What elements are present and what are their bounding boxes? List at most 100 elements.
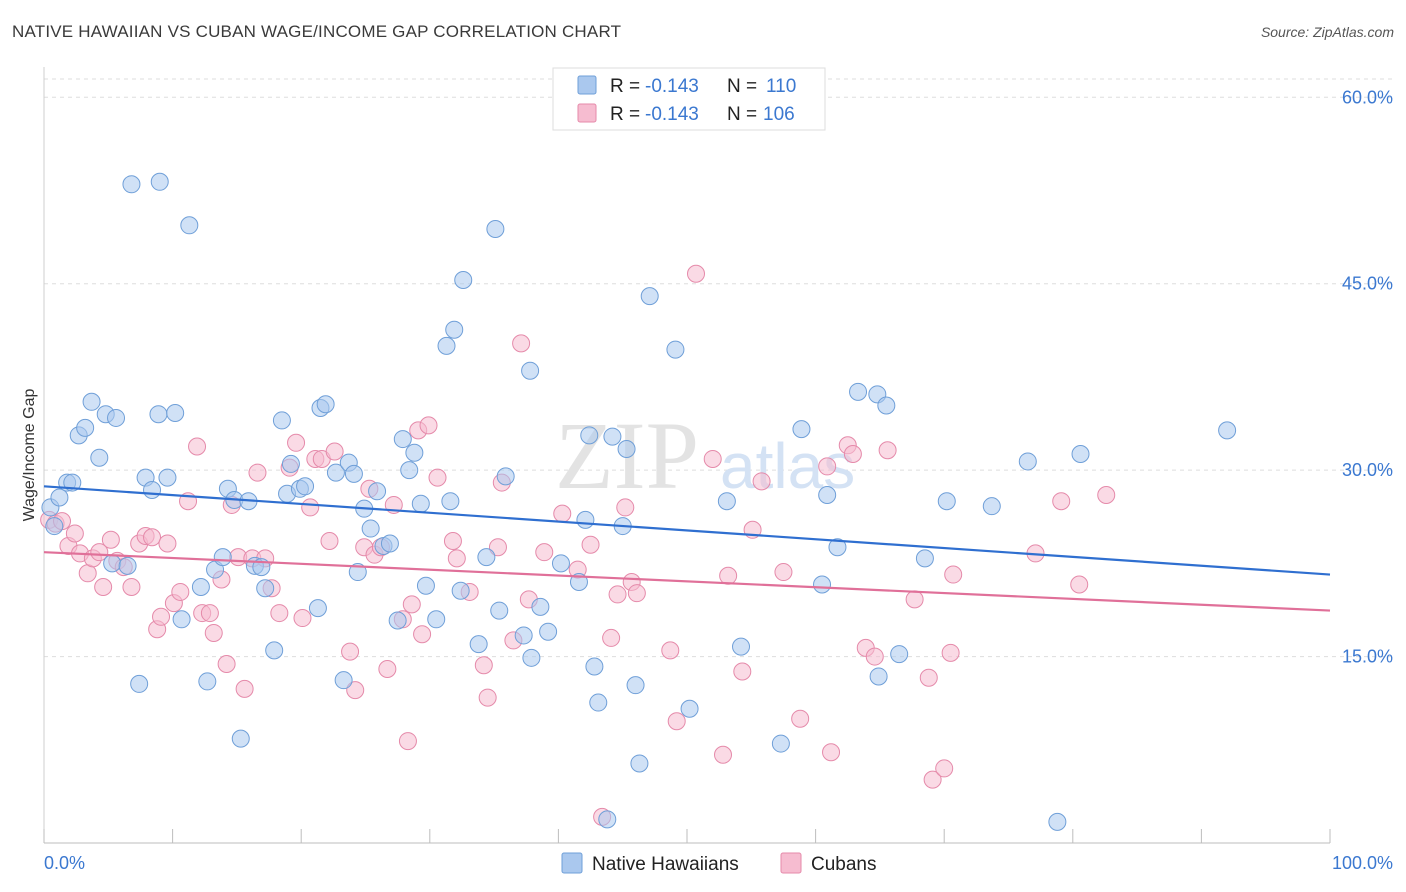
- native-hawaiian-point: [576, 510, 595, 529]
- legend-r-label-1: R =: [610, 76, 640, 97]
- native-hawaiian-point: [316, 395, 335, 414]
- native-hawaiian-point: [361, 519, 380, 538]
- native-hawaiian-point: [1071, 444, 1090, 463]
- cuban-point: [941, 643, 960, 662]
- legend-bottom-swatch-pink: [780, 852, 802, 874]
- native-hawaiian-point: [915, 549, 934, 568]
- legend-bottom: Native Hawaiians Cubans: [561, 852, 877, 875]
- cuban-point: [919, 668, 938, 687]
- cuban-point: [478, 688, 497, 707]
- native-hawaiian-point: [477, 548, 496, 567]
- native-hawaiian-point: [717, 492, 736, 511]
- native-hawaiian-point: [400, 461, 419, 480]
- cuban-point: [101, 530, 120, 549]
- cuban-point: [122, 577, 141, 596]
- native-hawaiian-point: [1048, 812, 1067, 831]
- cuban-point: [553, 504, 572, 523]
- cuban-point: [217, 655, 236, 674]
- native-hawaiian-point: [792, 420, 811, 439]
- chart-source: Source: ZipAtlas.com: [1260, 24, 1394, 40]
- native-hawaiian-point: [1018, 452, 1037, 471]
- cuban-point: [346, 681, 365, 700]
- cuban-point: [703, 449, 722, 468]
- cuban-point: [90, 543, 109, 562]
- cuban-point: [719, 566, 738, 585]
- native-hawaiian-point: [388, 611, 407, 630]
- grid-lines: [44, 78, 1393, 658]
- cuban-point: [378, 660, 397, 678]
- cuban-point: [923, 770, 942, 789]
- native-hawaiian-point: [437, 336, 456, 355]
- native-hawaiian-point: [828, 538, 847, 557]
- chart-title: NATIVE HAWAIIAN VS CUBAN WAGE/INCOME GAP…: [12, 22, 622, 41]
- y-tick-label: 30.0%: [1342, 460, 1393, 480]
- y-tick-label: 45.0%: [1342, 274, 1393, 294]
- native-hawaiian-point: [122, 175, 141, 194]
- legend-r-label-2: R =: [610, 104, 640, 125]
- native-hawaiian-point: [103, 554, 122, 573]
- cuban-point: [200, 604, 219, 623]
- native-hawaiian-point: [890, 645, 909, 664]
- native-hawaiian-point: [589, 693, 608, 712]
- native-hawaiian-point: [680, 699, 699, 718]
- native-hawaiian-point: [427, 610, 446, 629]
- native-hawaiian-point: [640, 287, 659, 306]
- cuban-point: [402, 595, 421, 614]
- native-hawaiian-point: [296, 477, 315, 496]
- native-hawaiian-point: [877, 396, 896, 415]
- native-hawaiian-point: [256, 579, 275, 598]
- native-hawaiian-point: [149, 405, 168, 424]
- cuban-point: [752, 472, 771, 491]
- cuban-point: [608, 585, 627, 604]
- cuban-point: [865, 647, 884, 666]
- native-hawaiian-point: [172, 610, 191, 629]
- native-hawaiian-point: [348, 563, 367, 582]
- native-hawaiian-point: [486, 220, 505, 239]
- cuban-point: [822, 743, 841, 762]
- native-hawaiian-point: [281, 454, 300, 473]
- native-hawaiian-point: [344, 464, 363, 483]
- cuban-point: [204, 623, 223, 642]
- native-hawaiian-point: [630, 754, 649, 773]
- native-hawaiian-point: [732, 637, 751, 656]
- cuban-point: [320, 531, 339, 550]
- native-hawaiian-point: [416, 576, 435, 595]
- cuban-point: [714, 745, 733, 764]
- native-hawaiian-point: [265, 641, 284, 660]
- legend-top: R = -0.143 N = 110 R = -0.143 N = 106: [552, 67, 826, 131]
- native-hawaiian-point: [107, 408, 126, 427]
- native-hawaiian-point: [551, 554, 570, 573]
- native-hawaiian-point: [231, 729, 250, 748]
- native-hawaiian-point: [143, 481, 162, 500]
- native-hawaiian-point: [626, 676, 645, 695]
- native-hawaiian-point: [1218, 421, 1237, 440]
- native-hawaiian-point: [272, 411, 291, 430]
- native-hawaiian-point: [982, 497, 1001, 516]
- native-hawaiian-point: [166, 403, 185, 422]
- cuban-point: [733, 662, 752, 681]
- cuban-point: [419, 416, 438, 435]
- native-hawaiian-point: [818, 486, 837, 504]
- native-hawaiian-point: [63, 473, 82, 492]
- legend-bottom-label-cubans: Cubans: [811, 854, 877, 875]
- native-hawaiian-point: [90, 448, 109, 467]
- native-hawaiian-point: [198, 672, 217, 691]
- cuban-point: [843, 444, 862, 463]
- cuban-point: [152, 607, 171, 626]
- trend-line-cubans: [43, 551, 1331, 612]
- axes: [43, 67, 1331, 844]
- native-hawaiian-point: [191, 577, 210, 596]
- y-tick-label: 60.0%: [1342, 87, 1393, 107]
- native-hawaiian-point: [380, 534, 399, 553]
- cuban-point: [627, 584, 646, 603]
- cuban-point: [447, 549, 466, 568]
- native-hawaiian-point: [82, 392, 101, 411]
- y-axis-label: Wage/Income Gap: [21, 389, 38, 522]
- native-hawaiian-point: [514, 626, 533, 645]
- cuban-point: [488, 538, 507, 557]
- native-hawaiian-point: [521, 361, 540, 380]
- cuban-point: [143, 528, 162, 547]
- native-hawaiian-point: [617, 440, 636, 459]
- cuban-point: [325, 442, 344, 461]
- cuban-point: [1052, 492, 1071, 511]
